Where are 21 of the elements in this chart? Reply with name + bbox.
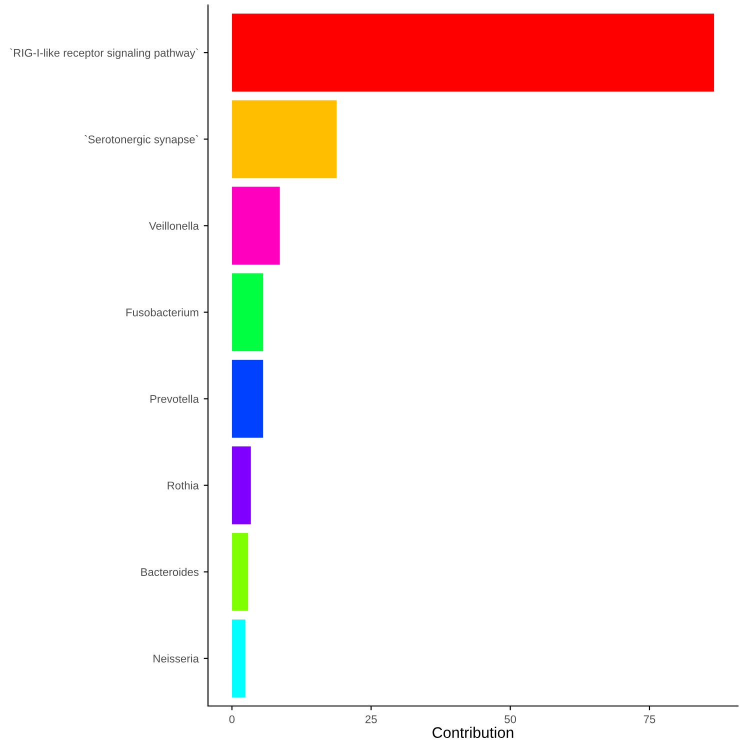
y-tick-label: Rothia (168, 481, 199, 490)
x-tick-label: 75 (644, 715, 656, 724)
x-tick-label: 0 (229, 715, 235, 724)
bar (232, 446, 251, 524)
y-tick-label: `Serotonergic synapse` (84, 135, 198, 146)
bar (232, 360, 264, 438)
bar (232, 100, 337, 178)
y-tick-label: `RIG-I-like receptor signaling pathway` (10, 48, 198, 59)
y-tick-label: Fusobacterium (126, 308, 198, 316)
y-tick-label: Bacteroides (141, 568, 199, 576)
y-tick-label: Prevotella (150, 394, 199, 403)
y-tick-label: Neisseria (154, 654, 199, 663)
bar (232, 532, 248, 611)
bar (232, 186, 280, 265)
bar (232, 14, 714, 92)
y-tick-label: Veillonella (148, 222, 199, 230)
bar (232, 619, 246, 698)
bar (232, 273, 264, 352)
x-tick-label: 25 (366, 715, 377, 724)
x-axis-title: Contribution (432, 726, 514, 738)
x-tick-label: 50 (504, 715, 516, 724)
